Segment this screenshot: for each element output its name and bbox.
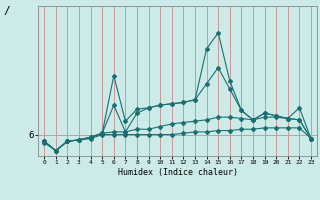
Text: /: / xyxy=(3,6,10,16)
X-axis label: Humidex (Indice chaleur): Humidex (Indice chaleur) xyxy=(118,168,238,177)
